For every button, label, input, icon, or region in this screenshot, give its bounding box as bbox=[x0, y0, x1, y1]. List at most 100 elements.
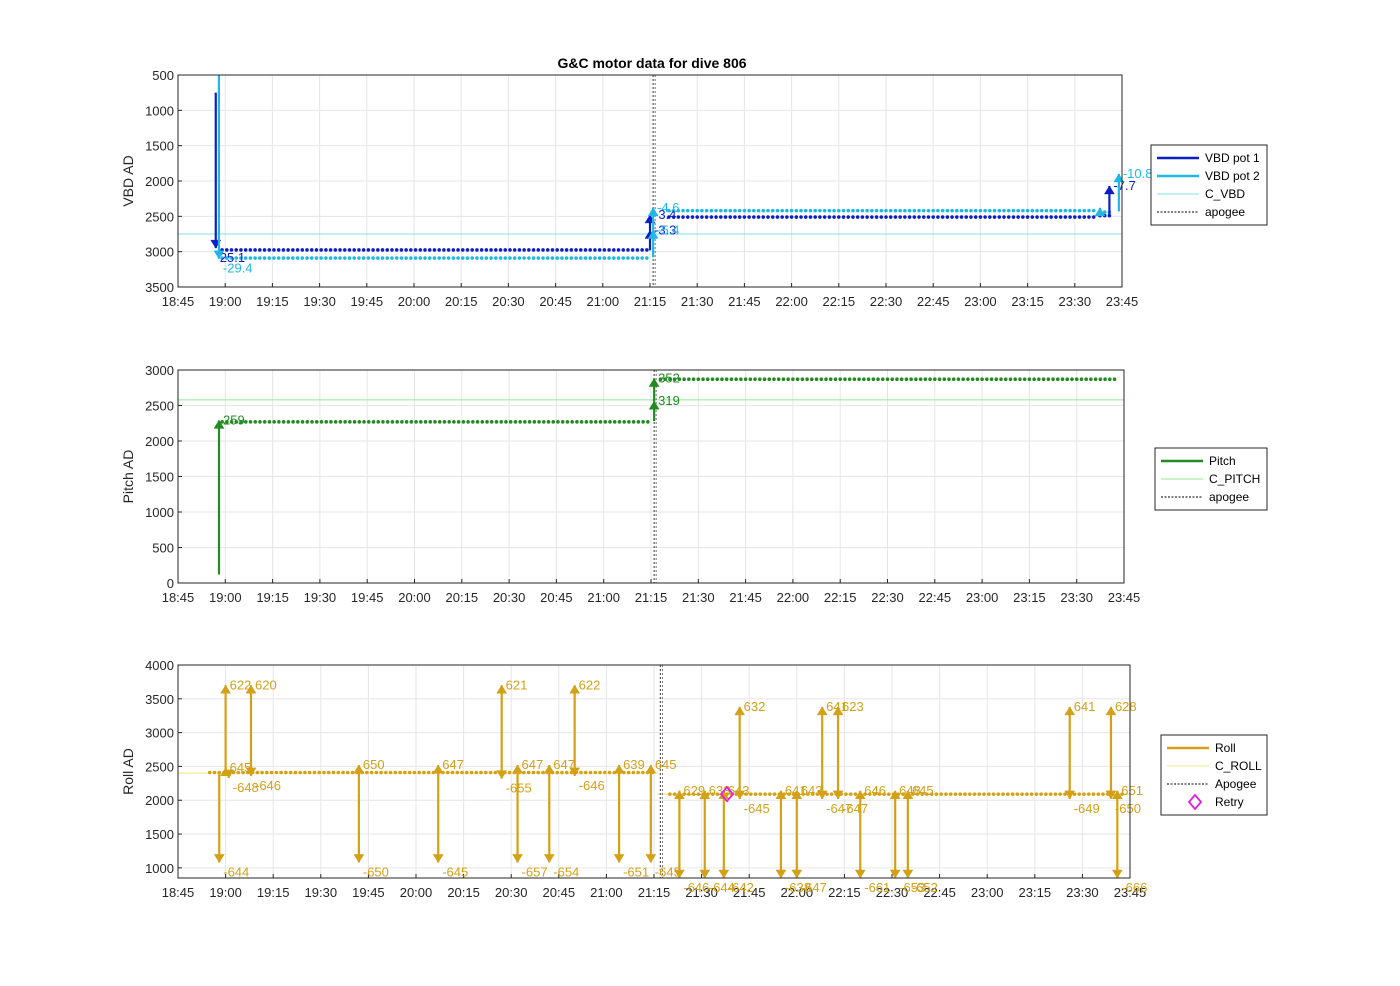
data-point bbox=[768, 792, 772, 796]
data-point bbox=[418, 256, 423, 260]
data-point bbox=[627, 420, 631, 424]
data-point bbox=[229, 248, 234, 252]
move-arrowhead bbox=[213, 854, 225, 863]
data-point bbox=[479, 248, 484, 252]
move-label: -648 bbox=[233, 780, 259, 795]
data-point bbox=[940, 215, 945, 219]
data-point bbox=[471, 420, 475, 424]
y-tick-label: 1000 bbox=[145, 505, 174, 520]
data-point bbox=[626, 256, 630, 260]
data-point bbox=[972, 792, 977, 796]
data-point bbox=[1003, 377, 1008, 382]
move-label: -661 bbox=[864, 880, 890, 895]
data-point bbox=[978, 215, 983, 219]
data-point bbox=[723, 215, 728, 219]
data-point bbox=[262, 248, 267, 252]
data-point bbox=[588, 248, 593, 252]
data-point bbox=[921, 215, 926, 219]
data-point bbox=[1120, 792, 1124, 796]
data-point bbox=[970, 377, 975, 382]
data-point bbox=[253, 256, 257, 260]
data-point bbox=[803, 215, 808, 219]
data-point bbox=[494, 248, 498, 252]
x-tick-label: 23:30 bbox=[1066, 885, 1099, 900]
data-point bbox=[1025, 792, 1029, 796]
data-point bbox=[631, 420, 636, 424]
data-point bbox=[958, 792, 963, 796]
data-point bbox=[646, 420, 650, 424]
move-label: 639 bbox=[623, 757, 645, 772]
data-point bbox=[1091, 792, 1096, 796]
data-point bbox=[475, 248, 479, 252]
data-point bbox=[756, 215, 761, 219]
data-point bbox=[229, 256, 234, 260]
data-point bbox=[362, 420, 366, 424]
move-arrowhead bbox=[1105, 706, 1117, 716]
data-point bbox=[328, 256, 333, 260]
data-point bbox=[281, 420, 286, 424]
x-tick-label: 21:00 bbox=[587, 590, 620, 605]
data-point bbox=[527, 256, 531, 260]
data-point bbox=[762, 377, 767, 382]
data-point bbox=[267, 256, 272, 260]
data-point bbox=[262, 256, 267, 260]
x-tick-label: 23:00 bbox=[964, 294, 997, 309]
x-tick-label: 22:00 bbox=[775, 294, 808, 309]
data-point bbox=[474, 770, 479, 775]
data-point bbox=[907, 215, 912, 219]
data-point bbox=[681, 208, 685, 213]
x-tick-label: 19:45 bbox=[352, 885, 385, 900]
data-point bbox=[381, 420, 385, 424]
data-point bbox=[394, 256, 399, 260]
data-point bbox=[658, 377, 663, 382]
data-point bbox=[772, 792, 777, 796]
data-point bbox=[1002, 208, 1006, 213]
data-point bbox=[1098, 377, 1103, 382]
data-point bbox=[704, 215, 709, 219]
move-label: -4.6 bbox=[657, 200, 679, 215]
move-label: 648 bbox=[899, 783, 921, 798]
move-label: -654 bbox=[553, 864, 579, 879]
data-point bbox=[286, 256, 290, 260]
x-tick-label: 19:45 bbox=[351, 294, 384, 309]
move-arrowhead bbox=[569, 767, 581, 777]
data-point bbox=[641, 770, 645, 775]
data-point bbox=[1065, 377, 1070, 382]
x-tick-label: 18:45 bbox=[162, 590, 195, 605]
data-point bbox=[602, 256, 607, 260]
x-tick-label: 20:45 bbox=[539, 294, 572, 309]
data-point bbox=[522, 256, 526, 260]
data-point bbox=[1008, 377, 1013, 382]
x-tick-label: 18:45 bbox=[162, 294, 195, 309]
data-point bbox=[400, 420, 404, 424]
data-point bbox=[758, 792, 763, 796]
data-point bbox=[1063, 792, 1067, 796]
move-label: 623 bbox=[842, 699, 864, 714]
data-point bbox=[319, 256, 323, 260]
legend-label: VBD pot 1 bbox=[1205, 151, 1260, 165]
move-label: -666 bbox=[1121, 880, 1147, 895]
data-point bbox=[810, 792, 815, 796]
data-point bbox=[236, 770, 241, 775]
data-point bbox=[923, 377, 928, 382]
data-point bbox=[704, 208, 709, 213]
data-point bbox=[907, 208, 912, 213]
data-point bbox=[298, 770, 302, 775]
x-tick-label: 23:00 bbox=[971, 885, 1004, 900]
data-point bbox=[1072, 792, 1077, 796]
data-point bbox=[1068, 215, 1072, 219]
data-point bbox=[1006, 792, 1010, 796]
data-point bbox=[523, 420, 527, 424]
y-tick-label: 1500 bbox=[145, 139, 174, 154]
data-point bbox=[446, 256, 451, 260]
data-point bbox=[286, 420, 291, 424]
data-point bbox=[748, 377, 753, 382]
data-point bbox=[546, 420, 551, 424]
data-point bbox=[851, 215, 855, 219]
data-point bbox=[882, 792, 886, 796]
data-point bbox=[789, 215, 794, 219]
data-point bbox=[267, 420, 272, 424]
data-point bbox=[460, 248, 465, 252]
data-point bbox=[803, 208, 808, 213]
